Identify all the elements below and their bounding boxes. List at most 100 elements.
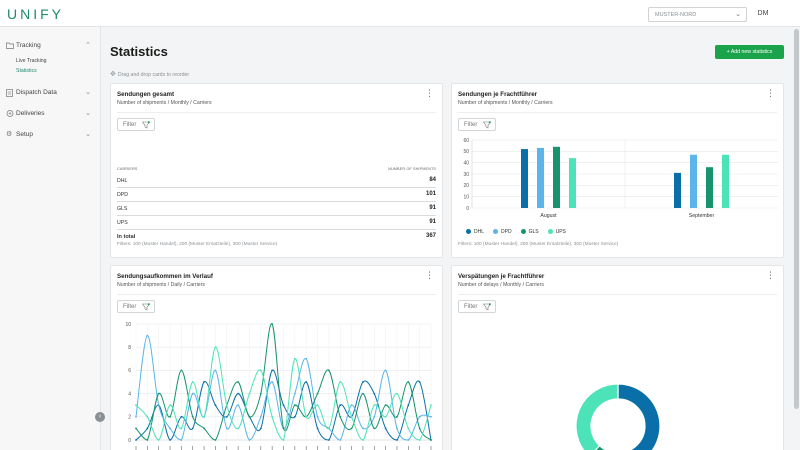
data-point-ups (418, 439, 421, 441)
filters-footnote: Filters: 100 (Muster Handel), 200 (Muste… (117, 242, 278, 247)
kebab-menu-icon[interactable]: ⋮ (766, 270, 775, 280)
sidebar-item-dispatch-data[interactable]: Dispatch Data ⌄ (0, 83, 100, 103)
total-label: In total (117, 234, 136, 240)
data-point-ups (339, 381, 342, 383)
y-tick-label: 4 (128, 391, 131, 397)
card-shipments-by-carrier[interactable]: Sendungen je Frachtführer Number of ship… (451, 83, 784, 258)
x-tick-label: September (689, 213, 715, 219)
data-point-dhl (225, 415, 228, 418)
line-chart: 0 2 4 6 8 10 (125, 322, 432, 450)
data-point-dhl (362, 381, 364, 383)
sidebar-subitem-statistics[interactable]: Statistics (16, 68, 37, 74)
data-point-gls (271, 323, 274, 325)
data-point-dpd (384, 369, 387, 372)
card-title: Verspätungen je Frachtführer (458, 273, 545, 280)
bar-dpd-september (690, 154, 697, 208)
data-point-ups (396, 392, 398, 395)
data-point-ups (146, 415, 149, 418)
divider (117, 294, 436, 295)
filter-button[interactable]: Filter (458, 118, 496, 131)
data-point-dhl (203, 381, 205, 383)
legend-item[interactable]: DPD (493, 229, 512, 235)
bar-dpd-august (537, 147, 544, 208)
y-tick-label: 50 (463, 149, 469, 155)
data-point-gls (248, 415, 251, 418)
data-point-ups (135, 404, 137, 407)
data-point-dpd (407, 439, 410, 441)
sidebar-item-tracking[interactable]: Tracking ⌃ (0, 36, 100, 56)
filter-button[interactable]: Filter (117, 118, 155, 131)
count-cell: 91 (429, 205, 436, 211)
divider (458, 112, 777, 113)
app-logo[interactable]: UNIFY (7, 6, 64, 22)
data-point-ups (350, 415, 353, 418)
data-point-dhl (259, 427, 262, 430)
data-point-ups (327, 427, 330, 430)
data-point-dpd (418, 415, 421, 418)
data-point-ups (282, 439, 285, 441)
folder-icon (6, 42, 14, 50)
data-point-dhl (135, 439, 137, 441)
filter-button[interactable]: Filter (458, 300, 496, 313)
data-point-ups (157, 439, 160, 441)
card-total-shipments[interactable]: Sendungen gesamt Number of shipments / M… (110, 83, 443, 258)
avatar[interactable]: DM (757, 10, 769, 17)
table-total-row: In total 367 (117, 230, 436, 244)
card-shipments-over-time[interactable]: Sendungsaufkommen im Verlauf Number of s… (110, 265, 443, 450)
card-subtitle: Number of shipments / Daily / Carriers (117, 282, 205, 288)
filter-button[interactable]: Filter (117, 300, 155, 313)
chevron-down-icon: ⌄ (85, 131, 91, 138)
y-tick-label: 20 (463, 183, 469, 189)
legend-label: UPS (555, 229, 566, 235)
donut-slice-dhl (617, 383, 661, 450)
sidebar-item-setup[interactable]: ⚙ Setup ⌄ (0, 125, 100, 145)
total-value: 367 (425, 233, 436, 239)
add-statistics-button[interactable]: + Add new statistics (715, 45, 784, 59)
data-point-gls (316, 392, 319, 395)
data-point-dhl (373, 392, 376, 395)
data-point-dpd (362, 427, 364, 430)
legend-item[interactable]: GLS (520, 229, 539, 235)
sidebar-subitem-live-tracking[interactable]: Live Tracking (16, 58, 47, 64)
series-line-gls (135, 323, 432, 441)
data-point-dhl (396, 439, 398, 441)
card-delays-by-carrier[interactable]: Verspätungen je Frachtführer Number of d… (451, 265, 784, 450)
filter-icon (483, 121, 491, 129)
y-tick-label: 10 (125, 322, 131, 328)
bar-ups-august (569, 158, 576, 208)
data-point-dhl (339, 404, 342, 407)
data-point-ups (316, 404, 319, 407)
data-point-gls (180, 369, 183, 372)
data-point-dhl (271, 369, 274, 372)
kebab-menu-icon[interactable]: ⋮ (425, 270, 434, 280)
donut-slice-ups (575, 383, 619, 450)
chevron-up-icon: ⌃ (85, 42, 91, 49)
bar-chart-legend: DHL DPD GLS UPS (466, 229, 575, 235)
data-point-dpd (293, 392, 296, 395)
kebab-menu-icon[interactable]: ⋮ (425, 88, 434, 98)
legend-item[interactable]: UPS (547, 229, 566, 235)
count-cell: 101 (425, 191, 436, 197)
column-header-number: NUMBER OF SHIPMENTS (388, 167, 436, 171)
kebab-menu-icon[interactable]: ⋮ (766, 88, 775, 98)
filters-footnote: Filters: 100 (Muster Handel), 200 (Muste… (458, 242, 619, 247)
data-point-ups (271, 415, 274, 418)
sidebar-collapse-button[interactable]: ‹ (95, 412, 105, 422)
y-tick-label: 0 (466, 206, 469, 212)
data-point-dhl (316, 427, 319, 430)
bar-gls-september (706, 167, 713, 208)
legend-item[interactable]: DHL (466, 229, 484, 235)
card-title: Sendungsaufkommen im Verlauf (117, 273, 213, 280)
sidebar-item-label: Setup (16, 131, 33, 138)
data-point-gls (430, 439, 432, 441)
page-scrollbar[interactable] (793, 27, 800, 450)
data-point-gls (135, 427, 137, 430)
table-row: UPS 91 (117, 216, 436, 230)
sidebar-item-deliveries[interactable]: Deliveries ⌄ (0, 104, 100, 124)
carrier-cell: GLS (117, 206, 128, 212)
data-point-ups (407, 427, 410, 430)
data-point-dpd (169, 427, 171, 430)
y-tick-label: 10 (463, 194, 469, 200)
branch-select[interactable]: MUSTER-NORD ⌄ (648, 7, 747, 22)
scrollbar-thumb[interactable] (794, 29, 799, 409)
